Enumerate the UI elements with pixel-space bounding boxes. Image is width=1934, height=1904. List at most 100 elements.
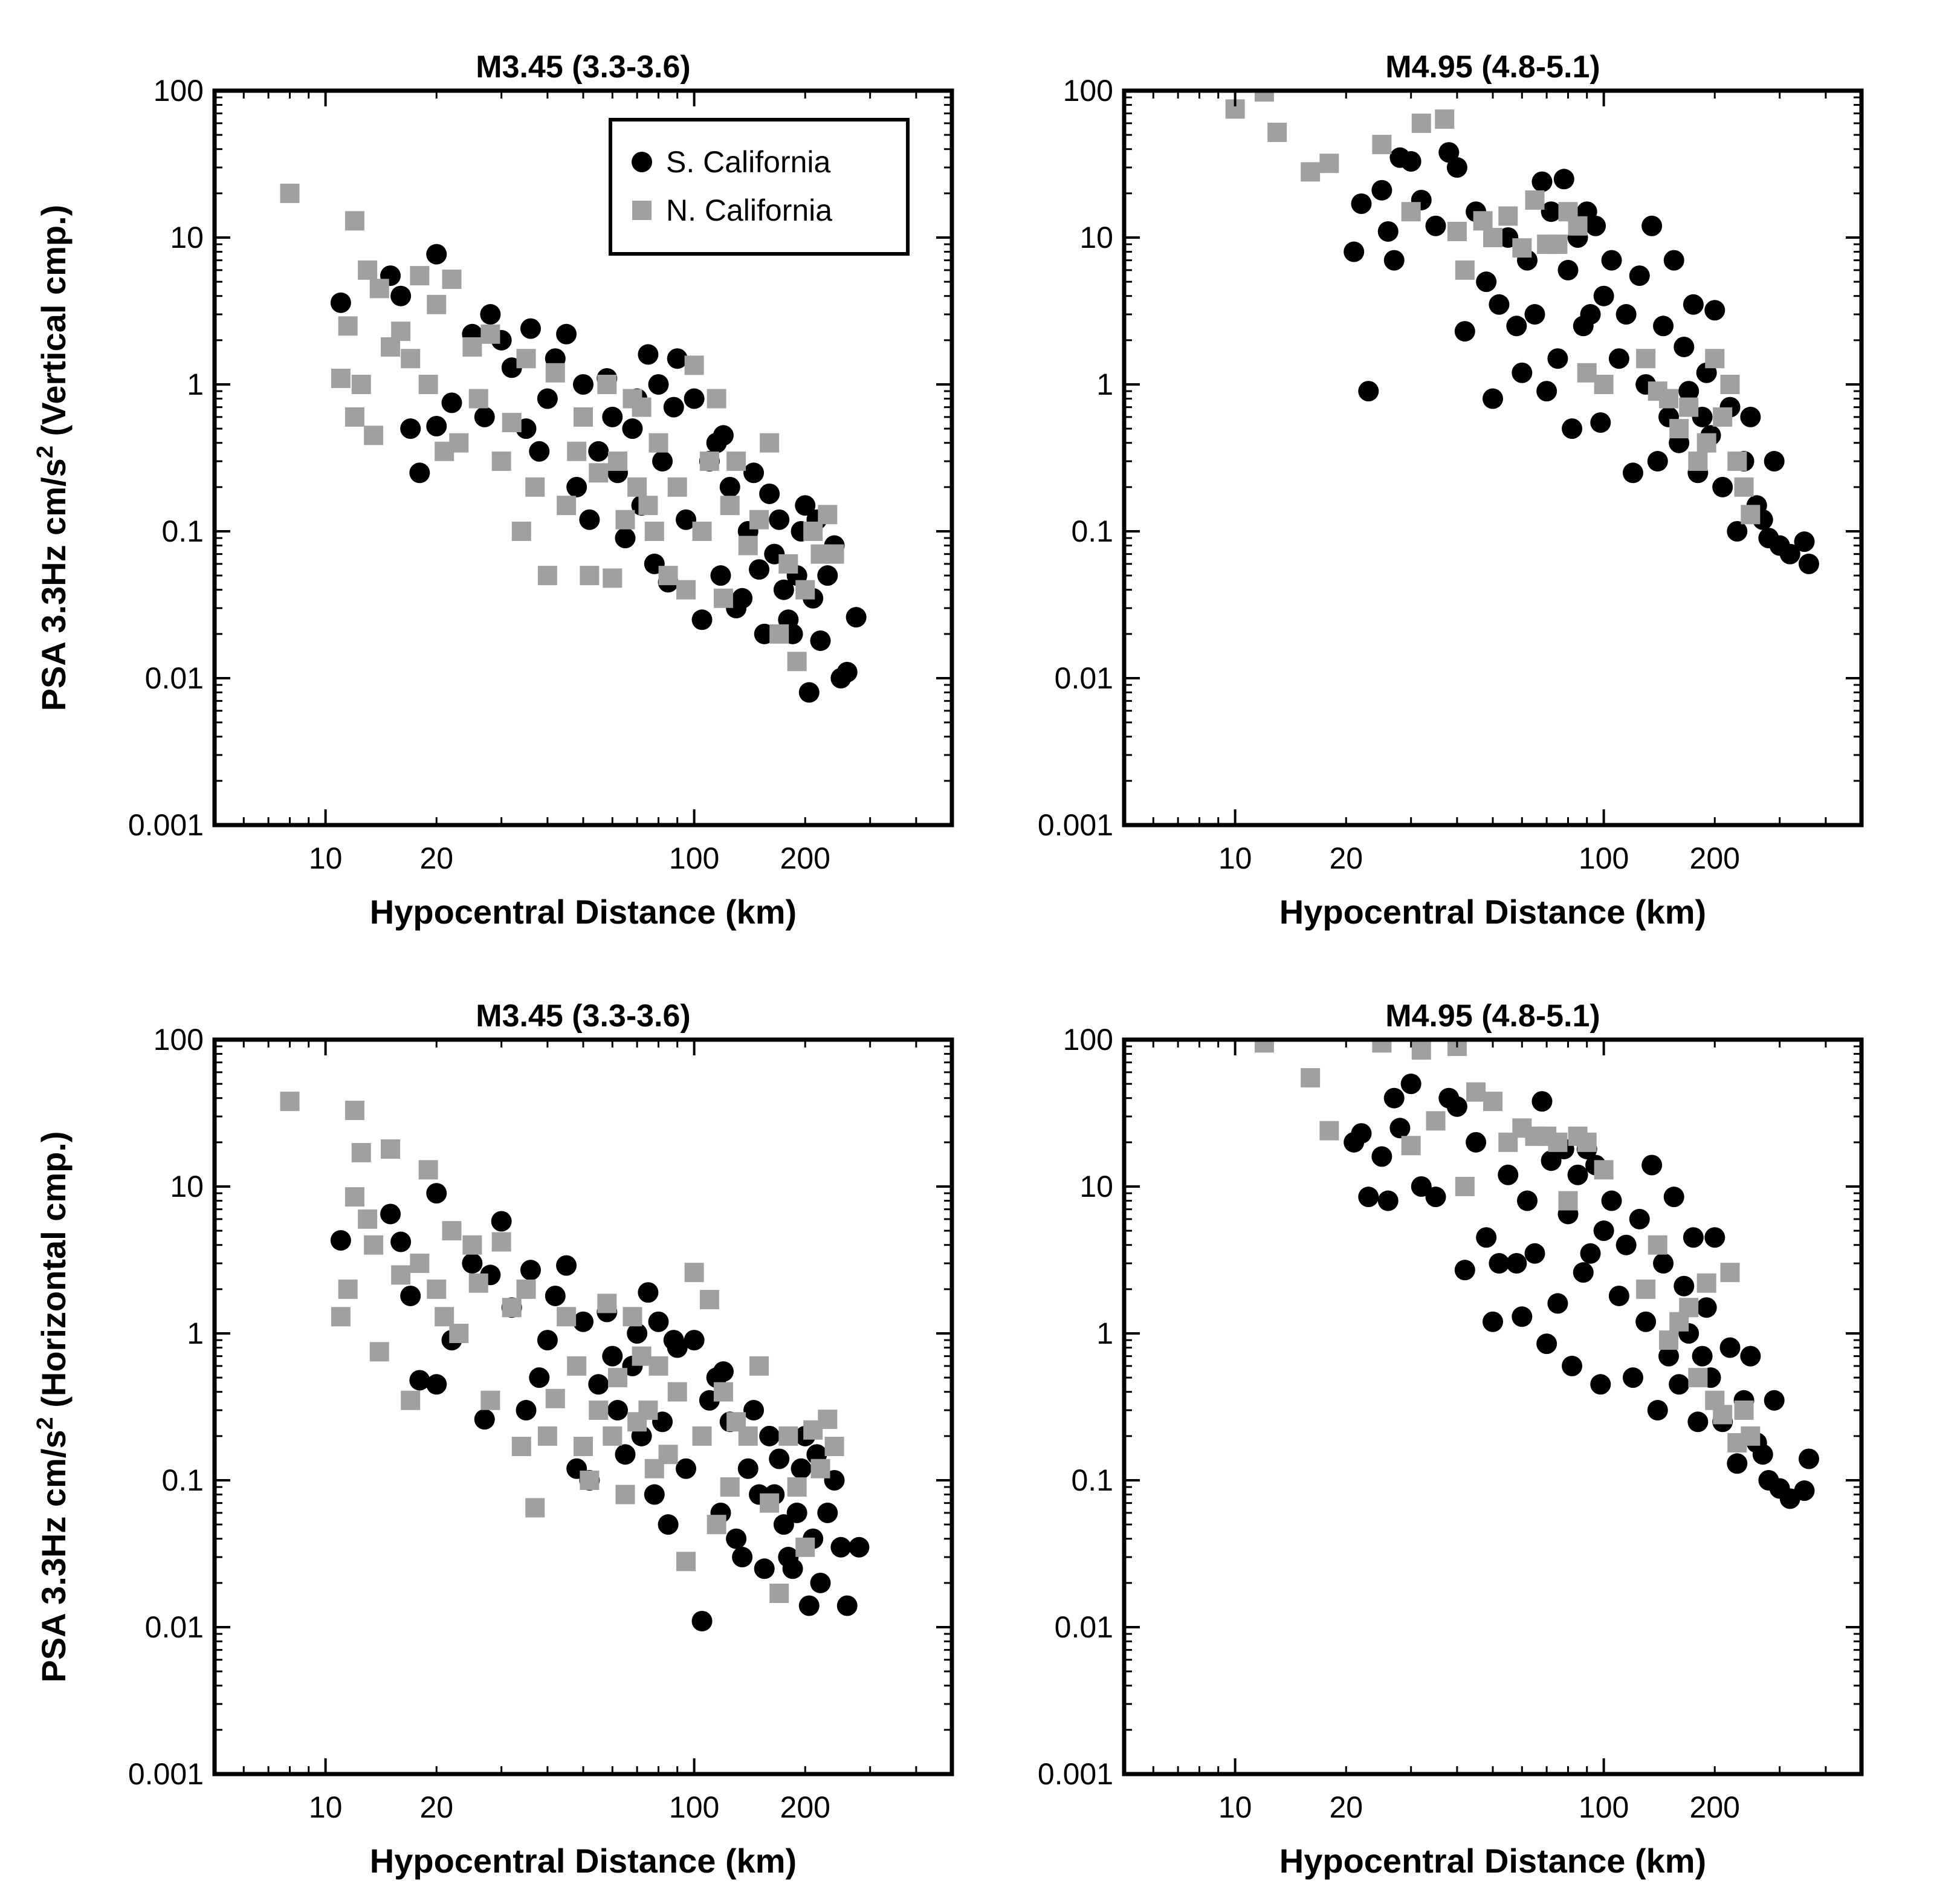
series-north	[280, 1092, 844, 1604]
data-point	[1580, 304, 1601, 325]
data-point	[1764, 451, 1785, 472]
data-point	[449, 1324, 469, 1343]
data-point	[1683, 294, 1704, 315]
data-point	[1567, 1164, 1588, 1185]
data-point	[1741, 505, 1761, 525]
data-point	[573, 1311, 593, 1332]
data-point	[803, 522, 823, 541]
data-point	[525, 1498, 545, 1518]
data-point	[1641, 1154, 1663, 1176]
data-point	[1593, 285, 1614, 306]
data-point	[418, 375, 438, 394]
data-point	[1411, 1040, 1431, 1060]
data-point	[1692, 1345, 1713, 1367]
y-tick-label: 0.1	[1071, 1463, 1113, 1497]
data-point	[1740, 406, 1761, 427]
data-point	[1446, 1096, 1467, 1117]
data-point	[1577, 363, 1597, 383]
data-point	[1696, 1297, 1717, 1318]
data-point	[1594, 1160, 1614, 1180]
data-point	[1548, 1132, 1568, 1152]
data-point	[1577, 1132, 1597, 1152]
data-point	[1476, 271, 1497, 293]
series-north	[280, 183, 844, 672]
data-point	[597, 375, 617, 394]
data-point	[442, 270, 462, 290]
data-point	[1622, 462, 1643, 484]
data-point	[713, 588, 733, 608]
data-point	[607, 1368, 627, 1388]
x-tick-label: 100	[1579, 841, 1629, 875]
data-point	[344, 1187, 364, 1207]
data-point	[449, 433, 469, 453]
data-point	[1741, 1426, 1761, 1446]
y-axis-label-main: PSA 3.3Hz cm/s	[34, 1430, 73, 1682]
data-point	[1425, 215, 1446, 236]
data-point	[502, 413, 522, 433]
data-point	[390, 285, 412, 306]
data-point	[1400, 1073, 1421, 1095]
data-point	[1636, 1279, 1656, 1299]
x-tick-label: 20	[1329, 1790, 1363, 1824]
data-point	[1704, 300, 1725, 321]
data-point	[667, 1382, 687, 1402]
data-point	[1669, 1374, 1690, 1395]
data-point	[836, 1595, 858, 1616]
data-point	[1548, 235, 1568, 254]
data-point	[1473, 211, 1493, 231]
data-point	[1506, 1253, 1527, 1274]
data-point	[1636, 349, 1656, 369]
data-point	[573, 374, 593, 395]
data-point	[1401, 202, 1421, 222]
data-point	[1740, 1345, 1761, 1367]
x-tick-label: 200	[780, 841, 830, 875]
data-point	[798, 1595, 820, 1616]
data-point	[351, 1143, 371, 1163]
x-tick-label: 20	[1329, 841, 1363, 875]
data-points	[280, 183, 867, 703]
data-point	[401, 349, 421, 369]
data-point	[726, 452, 746, 471]
data-point	[607, 1400, 628, 1421]
data-point	[1371, 180, 1392, 201]
data-point	[1590, 412, 1611, 433]
data-point	[1608, 1285, 1629, 1306]
data-point	[1536, 381, 1557, 402]
data-point	[369, 279, 389, 299]
data-point	[1794, 1480, 1815, 1501]
data-point	[810, 630, 831, 651]
data-point	[1622, 1367, 1643, 1388]
data-point	[1629, 265, 1650, 287]
data-point	[1400, 151, 1421, 172]
y-axis-label: PSA 3.3Hz cm/s2 (Vertical cmp.)	[33, 205, 73, 711]
data-point	[567, 1356, 587, 1376]
data-point	[1798, 1448, 1819, 1469]
legend-marker-north	[632, 201, 652, 220]
data-point	[462, 1235, 482, 1255]
data-point	[351, 375, 371, 394]
data-point	[824, 544, 844, 564]
data-point	[1512, 1306, 1533, 1327]
data-point	[1401, 1136, 1421, 1156]
y-axis-label-tail: (Vertical cmp.)	[34, 205, 73, 445]
data-point	[369, 1342, 389, 1362]
data-point	[556, 1255, 577, 1276]
data-point	[791, 1458, 812, 1479]
x-tick-label: 10	[309, 1790, 343, 1824]
data-point	[1658, 1345, 1680, 1367]
data-point	[786, 1502, 807, 1523]
data-point	[1455, 260, 1475, 280]
data-point	[1531, 171, 1553, 192]
data-point	[410, 1254, 430, 1274]
y-tick-label: 0.001	[1038, 808, 1113, 842]
y-axis-label: PSA 3.3Hz cm/s2 (Horizontal cmp.)	[33, 1131, 73, 1682]
data-point	[1663, 250, 1684, 271]
y-tick-label: 0.1	[161, 514, 204, 548]
data-point	[580, 566, 600, 586]
data-point	[684, 1263, 704, 1283]
data-point	[358, 260, 378, 280]
data-point	[798, 682, 820, 703]
data-point	[1779, 543, 1800, 565]
data-point	[557, 496, 577, 516]
data-point	[632, 397, 652, 417]
